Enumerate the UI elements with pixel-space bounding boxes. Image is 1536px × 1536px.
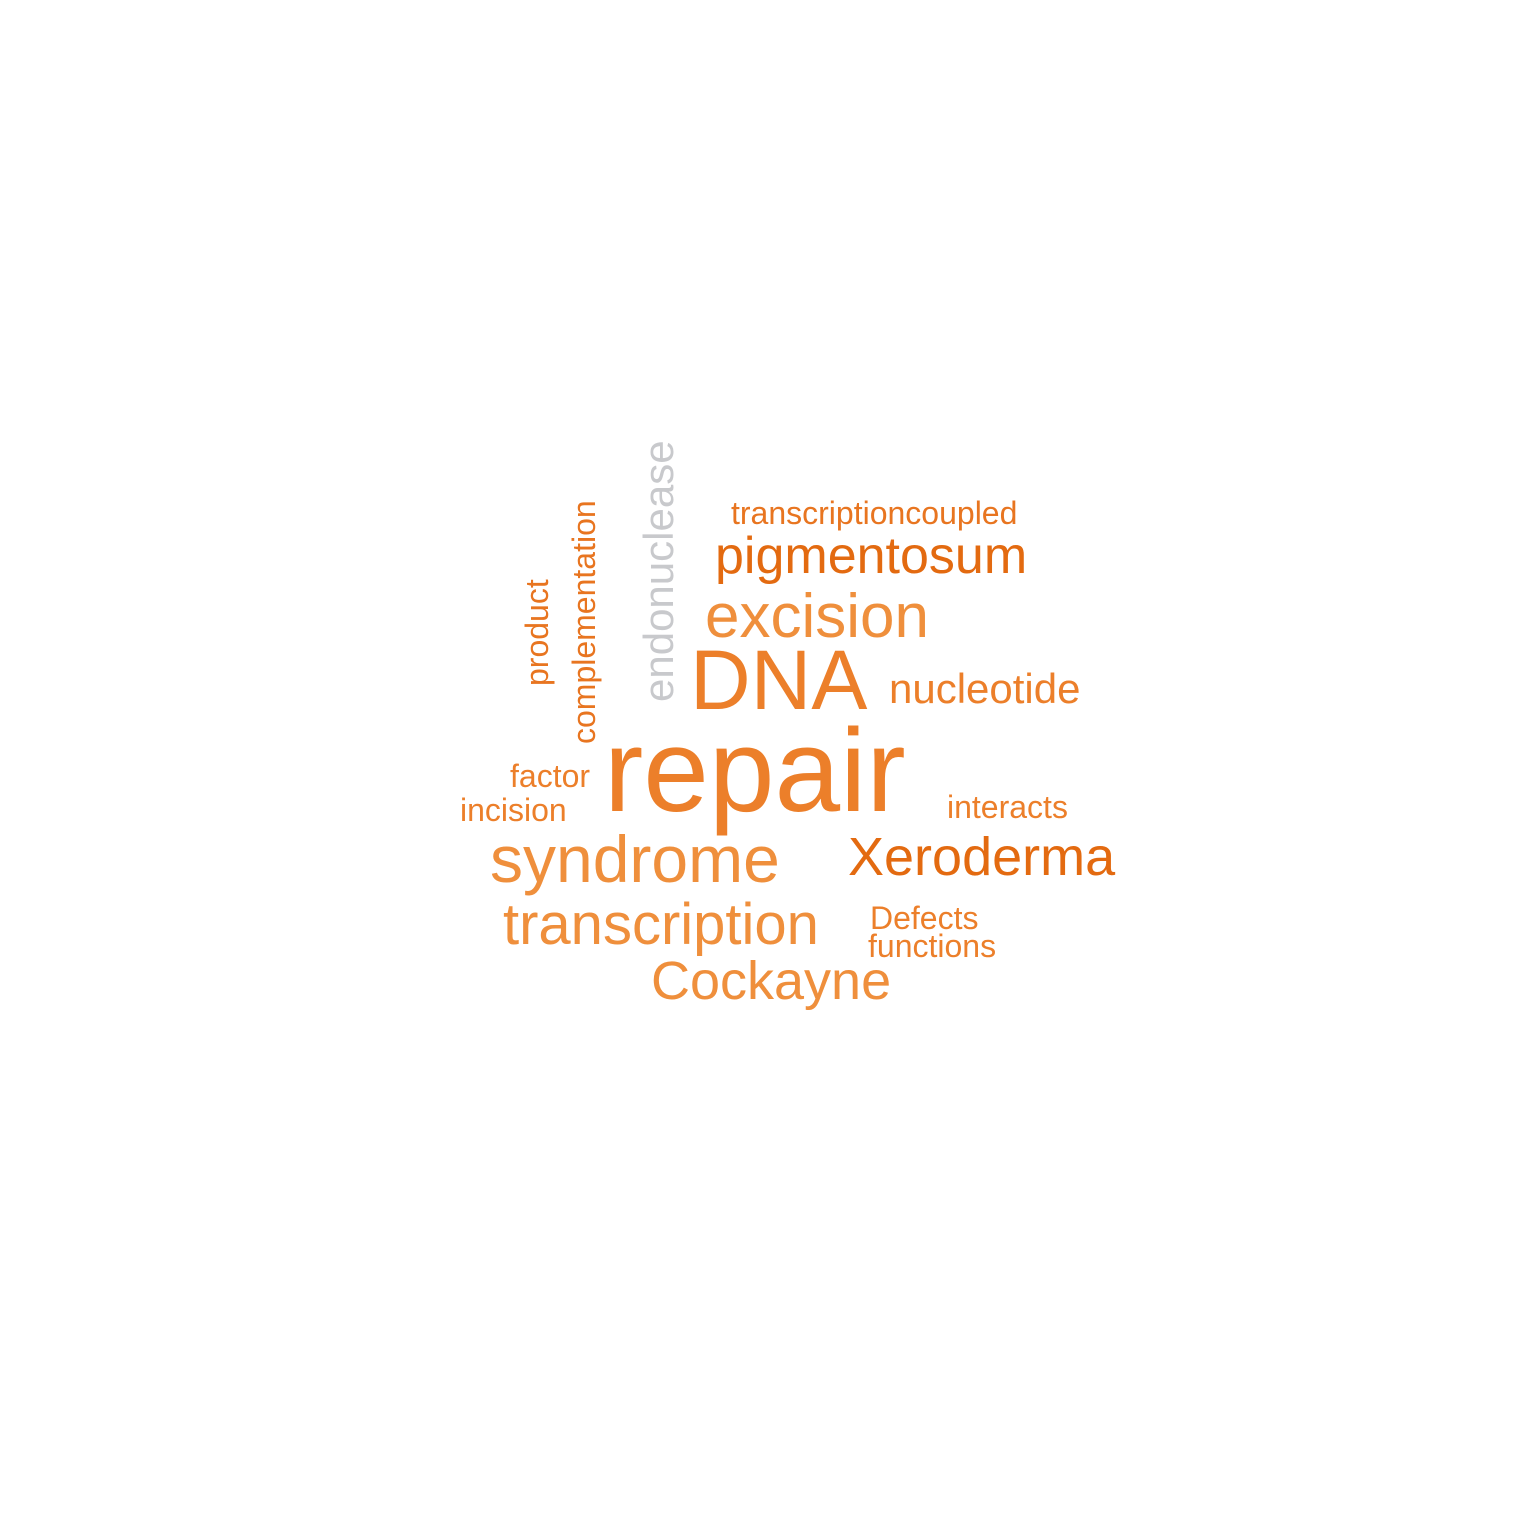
word-incision: incision xyxy=(460,792,567,828)
word-pigmentosum: pigmentosum xyxy=(715,527,1028,585)
word-dna: DNA xyxy=(690,633,868,727)
word-cockayne: Cockayne xyxy=(651,951,892,1011)
word-xeroderma: Xeroderma xyxy=(848,827,1116,887)
word-nucleotide: nucleotide xyxy=(889,665,1081,712)
word-transcriptioncoupled: transcriptioncoupled xyxy=(731,495,1018,531)
word-defects: Defects xyxy=(870,900,979,936)
word-factor: factor xyxy=(510,758,591,794)
word-functions: functions xyxy=(868,928,997,964)
word-syndrome: syndrome xyxy=(490,822,780,896)
word-complementation: complementation xyxy=(566,500,602,744)
word-excision: excision xyxy=(705,582,929,651)
word-transcription: transcription xyxy=(503,892,819,957)
word-interacts: interacts xyxy=(947,789,1068,825)
word-endonuclease: endonuclease xyxy=(635,440,682,702)
word-repair: repair xyxy=(604,705,906,837)
word-product: product xyxy=(519,579,555,686)
